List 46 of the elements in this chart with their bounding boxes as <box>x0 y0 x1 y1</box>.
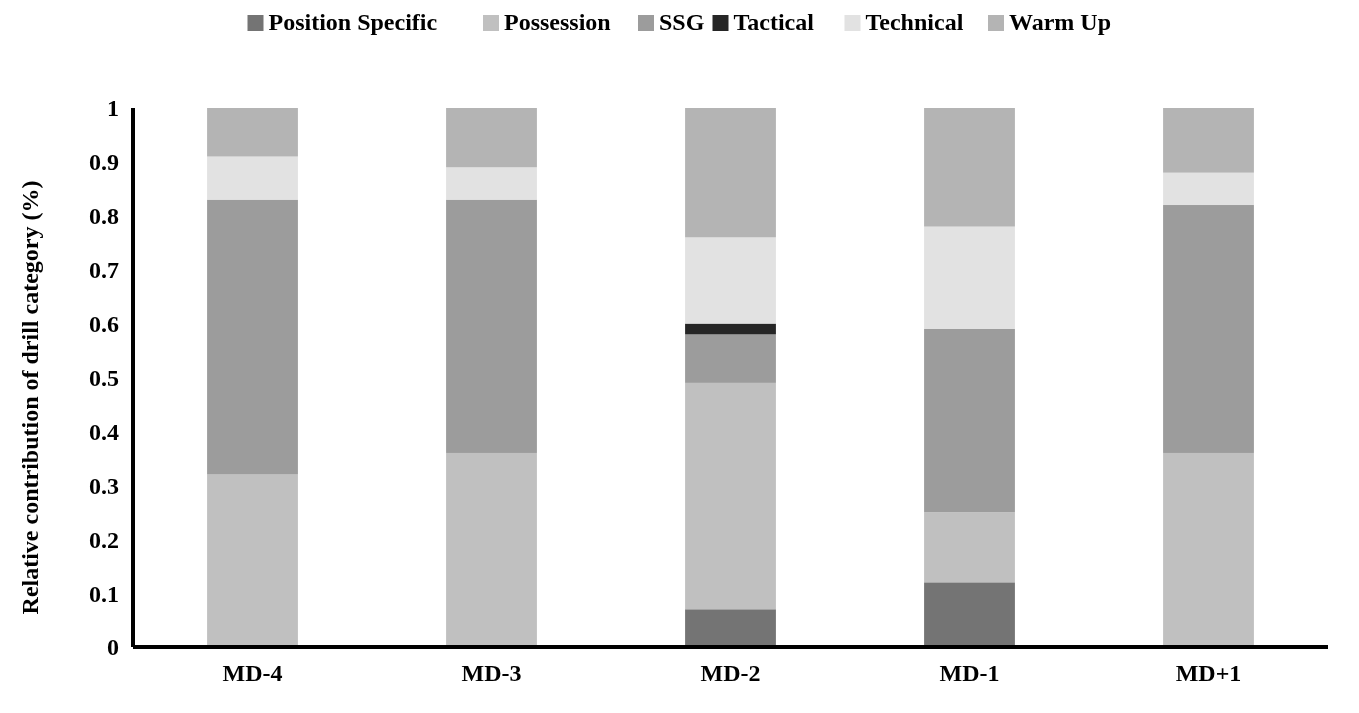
y-axis-title: Relative contribution of drill category (%) <box>17 180 43 615</box>
x-tick-label: MD-2 <box>700 660 761 686</box>
legend-label: SSG <box>659 9 705 35</box>
y-tick-label: 0.4 <box>89 418 119 445</box>
bar <box>1163 108 1254 173</box>
legend-label: Tactical <box>733 9 815 35</box>
x-tick-label: MD-3 <box>461 660 522 686</box>
bar <box>685 237 776 324</box>
x-tick-label: MD+1 <box>1175 660 1242 686</box>
y-tick-label: 0.9 <box>89 149 119 176</box>
y-tick-label: 0.3 <box>89 472 119 499</box>
bar <box>1163 452 1254 647</box>
y-tick-label: 0.6 <box>89 311 119 337</box>
y-tick-label: 0.5 <box>89 364 119 391</box>
bar <box>207 474 298 647</box>
x-tick-label: MD-1 <box>939 660 1000 686</box>
bar <box>685 382 776 610</box>
x-tick-label: MD-4 <box>222 660 283 686</box>
y-tick-label: 0.8 <box>89 203 119 230</box>
y-tick-label: 0.7 <box>89 257 119 284</box>
y-tick-label: 0.2 <box>89 526 119 553</box>
bar <box>446 167 537 200</box>
bar <box>446 452 537 647</box>
legend-label: Position Specific <box>268 9 438 35</box>
bar <box>446 199 537 453</box>
legend-label: Technical <box>865 9 964 35</box>
bar <box>924 582 1015 647</box>
bar <box>1163 172 1254 206</box>
legend-label: Warm Up <box>1009 9 1111 35</box>
bar <box>924 328 1015 513</box>
bar <box>207 108 298 157</box>
bar <box>446 108 537 168</box>
bar <box>924 512 1015 583</box>
bar <box>1163 205 1254 453</box>
y-tick-label: 0.1 <box>89 580 119 607</box>
legend-label: Possession <box>504 9 611 35</box>
bar <box>685 108 776 238</box>
bar <box>685 609 776 647</box>
bar <box>924 226 1015 329</box>
bar <box>685 334 776 383</box>
bar <box>207 199 298 475</box>
bar <box>207 156 298 200</box>
y-tick-label: 1 <box>107 95 119 122</box>
bar <box>924 108 1015 227</box>
bar <box>685 323 776 335</box>
y-tick-label: 0 <box>107 634 119 661</box>
